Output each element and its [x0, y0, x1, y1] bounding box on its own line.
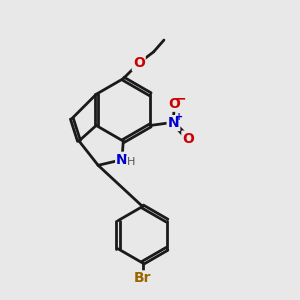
- Text: Br: Br: [134, 272, 151, 285]
- Text: −: −: [175, 92, 186, 105]
- Text: O: O: [168, 97, 180, 111]
- Text: N: N: [168, 116, 179, 130]
- Text: H: H: [127, 157, 135, 166]
- Text: N: N: [116, 153, 128, 167]
- Text: O: O: [133, 56, 145, 70]
- Text: O: O: [182, 132, 194, 145]
- Text: +: +: [175, 112, 184, 122]
